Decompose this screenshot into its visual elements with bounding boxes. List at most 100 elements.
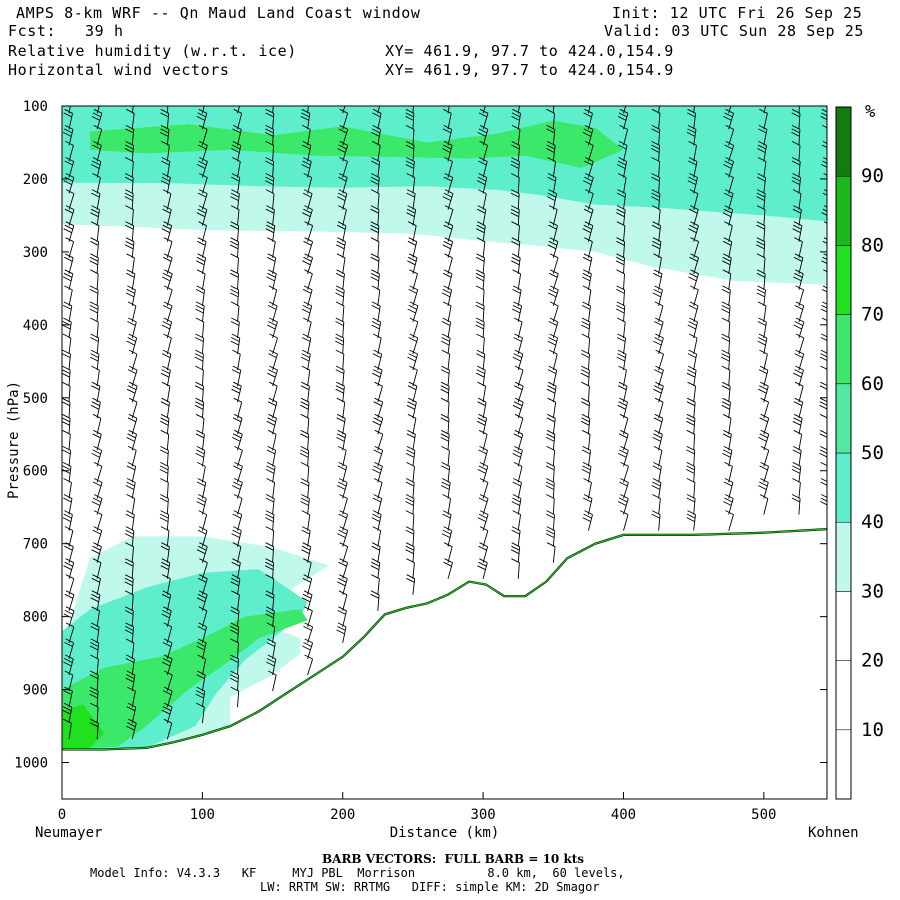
wind-barb	[617, 397, 628, 419]
valid-time: Valid: 03 UTC Sun 28 Sep 25	[604, 22, 865, 40]
wind-barb	[616, 317, 626, 339]
wind-barb	[126, 718, 137, 740]
wind-barb	[231, 381, 242, 403]
wind-barb	[65, 189, 75, 210]
wind-barb	[232, 413, 243, 435]
wind-barb	[819, 445, 827, 467]
wind-barb	[337, 574, 348, 595]
wind-barb	[92, 526, 103, 547]
wind-barb	[685, 461, 696, 483]
wind-barb	[686, 494, 696, 515]
wind-barb	[303, 622, 314, 644]
wind-barb	[229, 285, 240, 306]
wind-barb	[336, 189, 348, 210]
wind-barb	[479, 140, 489, 162]
wind-barb	[268, 349, 278, 371]
wind-barb	[582, 173, 594, 194]
wind-barb	[545, 429, 556, 451]
wind-barb	[301, 526, 311, 547]
wind-barb	[372, 494, 383, 515]
wind-barb	[125, 285, 136, 306]
wind-barb	[335, 285, 345, 306]
wind-barb	[92, 413, 102, 435]
wind-barb	[265, 526, 275, 547]
wind-barb	[619, 510, 629, 531]
wind-barb	[545, 526, 556, 547]
wind-barb	[617, 494, 629, 515]
colorbar-label: 30	[861, 580, 884, 602]
wind-barb	[582, 221, 594, 242]
wind-barb	[547, 397, 557, 419]
wind-barb	[546, 140, 556, 162]
rh-region-low-level-coastal-moist-70	[62, 704, 105, 750]
wind-barb	[760, 445, 770, 467]
wind-barb	[793, 365, 804, 387]
wind-barb	[651, 205, 661, 226]
wind-barb	[479, 478, 489, 499]
wind-barb	[91, 157, 102, 178]
wind-barb	[582, 253, 593, 274]
barb-column-200km	[335, 106, 349, 643]
wind-barb	[63, 558, 75, 579]
wind-barb	[517, 106, 520, 114]
wind-barb	[513, 429, 524, 451]
wind-barb	[160, 429, 170, 451]
wind-barb	[547, 237, 559, 258]
wind-barb	[160, 365, 171, 387]
wind-barb	[161, 140, 170, 162]
wind-barb	[549, 253, 559, 274]
wind-barb	[759, 461, 770, 483]
wind-barb	[161, 654, 173, 676]
wind-barb	[302, 574, 313, 595]
wind-barb	[620, 461, 629, 483]
wind-barb	[477, 461, 489, 483]
wind-barb	[756, 221, 766, 242]
wind-barb	[230, 301, 240, 322]
wind-barb	[616, 237, 626, 258]
wind-barb	[127, 686, 136, 708]
wind-barb	[337, 461, 348, 483]
barb-column-500km	[756, 106, 770, 515]
x-tick-label: 200	[330, 807, 355, 823]
wind-barb	[197, 189, 208, 210]
wind-barb	[339, 542, 349, 563]
wind-barb	[90, 590, 101, 611]
wind-barb	[405, 542, 415, 563]
wind-barb	[623, 106, 627, 114]
wind-barb	[442, 301, 452, 322]
wind-barb	[126, 494, 136, 515]
wind-barb	[547, 365, 558, 387]
barb-column-450km	[685, 106, 700, 531]
wind-barb	[124, 526, 135, 547]
y-tick-label: 100	[23, 99, 48, 115]
wind-barb	[546, 413, 556, 435]
wind-barb	[195, 445, 206, 467]
wind-barb	[547, 333, 559, 355]
wind-barb	[164, 670, 173, 692]
wind-barb	[160, 173, 171, 194]
wind-barb	[405, 494, 415, 515]
wind-barb	[721, 381, 731, 403]
wind-barb	[126, 702, 137, 724]
wind-barb	[792, 445, 802, 467]
wind-barb	[757, 301, 767, 322]
wind-barb	[230, 574, 241, 595]
wind-barb	[444, 253, 453, 274]
wind-barb	[161, 317, 173, 339]
colorbar-bin	[835, 591, 852, 661]
wind-barb	[475, 301, 485, 322]
wind-barb	[68, 106, 71, 114]
wind-barb	[793, 317, 805, 339]
y-tick-label: 800	[23, 610, 48, 626]
wind-barb	[405, 140, 415, 162]
wind-barb	[616, 333, 627, 355]
wind-barb	[125, 670, 136, 692]
wind-barb	[477, 558, 488, 579]
wind-barb	[757, 157, 767, 178]
x-axis-label: Distance (km)	[390, 825, 500, 841]
wind-barb	[616, 205, 626, 226]
wind-barb	[162, 253, 173, 274]
wind-barb	[230, 638, 239, 659]
wind-barb	[301, 157, 312, 178]
wind-barb	[90, 333, 100, 355]
